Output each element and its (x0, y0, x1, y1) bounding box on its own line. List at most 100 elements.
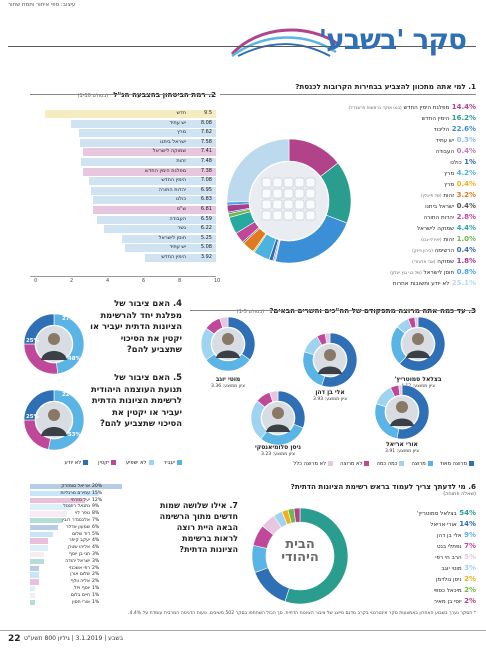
q7-bar-row: 1% אורי חסון (30, 599, 152, 606)
q3-person-name-3: מוטי יוגב (215, 376, 241, 383)
q1-item-value: 0.8% (454, 268, 476, 276)
q6-list: 54% בצלאל סמוטריץ' 14% אורי אריאל 9% אלי ב… (366, 508, 476, 607)
q7-bar (30, 558, 44, 565)
q2-bar-value: 6.59 (200, 215, 212, 222)
keyboard-key-icon (272, 199, 283, 210)
legend-label: לא יודע (64, 460, 82, 466)
q6-item-label: בצלאל סמוטריץ' (416, 511, 457, 517)
q3-person-name-5: ניסן סלומיאנסקי (255, 444, 301, 451)
q7-bar-value: 1% (92, 599, 100, 605)
q1-list-item: 4.2% מרץ (356, 168, 476, 179)
q3-legend-item: לא מרוצה כלל (293, 461, 335, 467)
q3-person-score-2: ציון ממוצע: 3.93 (312, 397, 348, 402)
q2-axis-line (30, 276, 216, 277)
legend-swatch (148, 460, 154, 465)
keyboard-key-icon (283, 199, 294, 210)
q2-bar-row: מרץ 7.62 (30, 129, 216, 138)
q1-item-note: (בנט ושקד בראשות פרשבדל) (348, 105, 402, 110)
q7-bar-row: 2% אליה וולף (30, 579, 152, 585)
person-head-icon (396, 401, 408, 413)
q1-item-value: 4.2% (454, 169, 476, 177)
q1-item-value: 14.4% (449, 103, 476, 111)
q3-person-chart-3 (200, 316, 256, 372)
q6-item-label: מיכאל כספי (433, 588, 462, 594)
q7-bar (30, 511, 67, 517)
keyboard-key-icon (272, 210, 283, 221)
keyboard-key-icon (283, 188, 294, 199)
q3-legend: מרוצה מאוד מרוצה כמה כמה לא מרוצה לא מרוצה כ… (288, 461, 476, 467)
q1-item-label: מרץ (444, 182, 455, 188)
q3-legend-item: כמה כמה (376, 461, 406, 467)
q7-bar-label: נתנאל רוזנטל (63, 504, 90, 510)
q7-bar (30, 490, 99, 497)
keyboard-key-icon (294, 199, 305, 210)
q3-person-name-4: אורי אריאל (386, 441, 418, 448)
q2-bar-label: יש עתיד (169, 119, 186, 126)
q6-item-label: ניסן גולדמן (435, 577, 462, 583)
q3-subtitle: (בסולם 1-5) (236, 309, 265, 315)
legend-swatch (177, 460, 182, 465)
q1-list-item: 2.8% יהדות התורה (356, 212, 476, 223)
q7-bar-row: 6% שמעון אדלר (30, 524, 152, 531)
q7-bar-label: עמירם מרגליות (60, 490, 90, 496)
q2-bar (90, 186, 216, 195)
page-number: 22 (8, 634, 21, 644)
q1-item-value: 0.3% (454, 136, 476, 144)
q2-bar-row: הימין החדש 3.92 (30, 254, 216, 262)
q7-bar-value: 8% (92, 511, 100, 517)
q1-list-item: 3.2% זהות (של פייגלין) (356, 190, 476, 201)
q2-bar-label: זהות (176, 158, 186, 164)
legend-swatch (399, 461, 405, 466)
q6-item-label: אורי אריאל (430, 522, 457, 528)
q3-p5-slice-4 (269, 390, 279, 403)
q45-slice-label: 25% (26, 414, 40, 420)
person-head-icon (48, 409, 60, 421)
legend-swatch (469, 461, 474, 466)
q1-item-label: לא יודע ותשובות אחרות (392, 281, 450, 287)
q2-bar-label: מפלגת הימין החדש (145, 167, 186, 174)
q7-bar-label: ישראל יהודה (65, 558, 90, 564)
q1-item-label: יהדות התורה (423, 215, 455, 221)
person-body-icon (406, 350, 430, 358)
footer: 22 בשבע | 3.1.2019 | גיליון 800 תשע"ט (0, 630, 486, 647)
q4-question: 4. האם ציבור של מפלגת יחד להרשימת הציונו… (90, 298, 182, 354)
q3-person-name-1: בצלאל סמוטריץ' (394, 376, 442, 383)
q1-item-note: (של בני גנץ יעלון) (390, 270, 422, 275)
q1-list-item: 0.8% חוסן לישראל (של בני גנץ יעלון) (356, 267, 476, 278)
person-body-icon (41, 427, 67, 436)
q2-bar-value: 7.62 (200, 129, 212, 136)
q2-bar-row: חוסן לישראל 5.25 (30, 234, 216, 243)
q1-item-value: 2.8% (454, 213, 476, 221)
person-head-icon (272, 407, 284, 419)
q2-bar-value: 7.41 (200, 148, 212, 155)
q6-list-item: 2% מיכאל כספי (366, 585, 476, 596)
q2-bar-value: 6.95 (200, 186, 212, 193)
q7-bar-label: אריאל סומזרק (61, 484, 90, 489)
q5-donut-chart: 53% 22% 25% (23, 389, 85, 451)
q7-bar (30, 579, 40, 585)
q45-slice-label: 25% (26, 338, 40, 344)
q1-list-item: 22.6% הליכוד (356, 124, 476, 135)
q1-list-item: 0.3% יש עתיד (356, 135, 476, 146)
q7-bar-row: 8% נופר לוי (30, 511, 152, 517)
q1-item-note: (יאירלי-נבו) (421, 237, 442, 242)
q6-logo-line2: היהודי (281, 550, 319, 565)
q6-slice-2 (251, 544, 269, 573)
legend-label: מרוצה מאוד (439, 461, 467, 467)
footnote: * הסקר נערך בשבוע האחרון באמצעות סקר אינ… (128, 611, 476, 616)
q2-bar-label: העבודה (169, 215, 186, 222)
q7-bar (30, 565, 40, 571)
legend-swatch (83, 460, 89, 465)
q2-bar-label: יש עתיד (169, 244, 186, 251)
keyboard-key-icon (305, 188, 316, 199)
title-bar: סקר 'בשבע' (8, 20, 476, 60)
q45-legend-item: יעביר (164, 460, 185, 466)
q1-item-value: 0.4% (454, 246, 476, 254)
q7-bar (30, 524, 58, 531)
person-body-icon (266, 424, 290, 432)
q1-donut-chart (226, 138, 352, 264)
q7-bar-value: 1% (92, 586, 100, 591)
q1-item-value: 1.8% (454, 257, 476, 265)
q2-bar (124, 244, 216, 253)
q2-axis-tick: 4 (106, 278, 110, 284)
